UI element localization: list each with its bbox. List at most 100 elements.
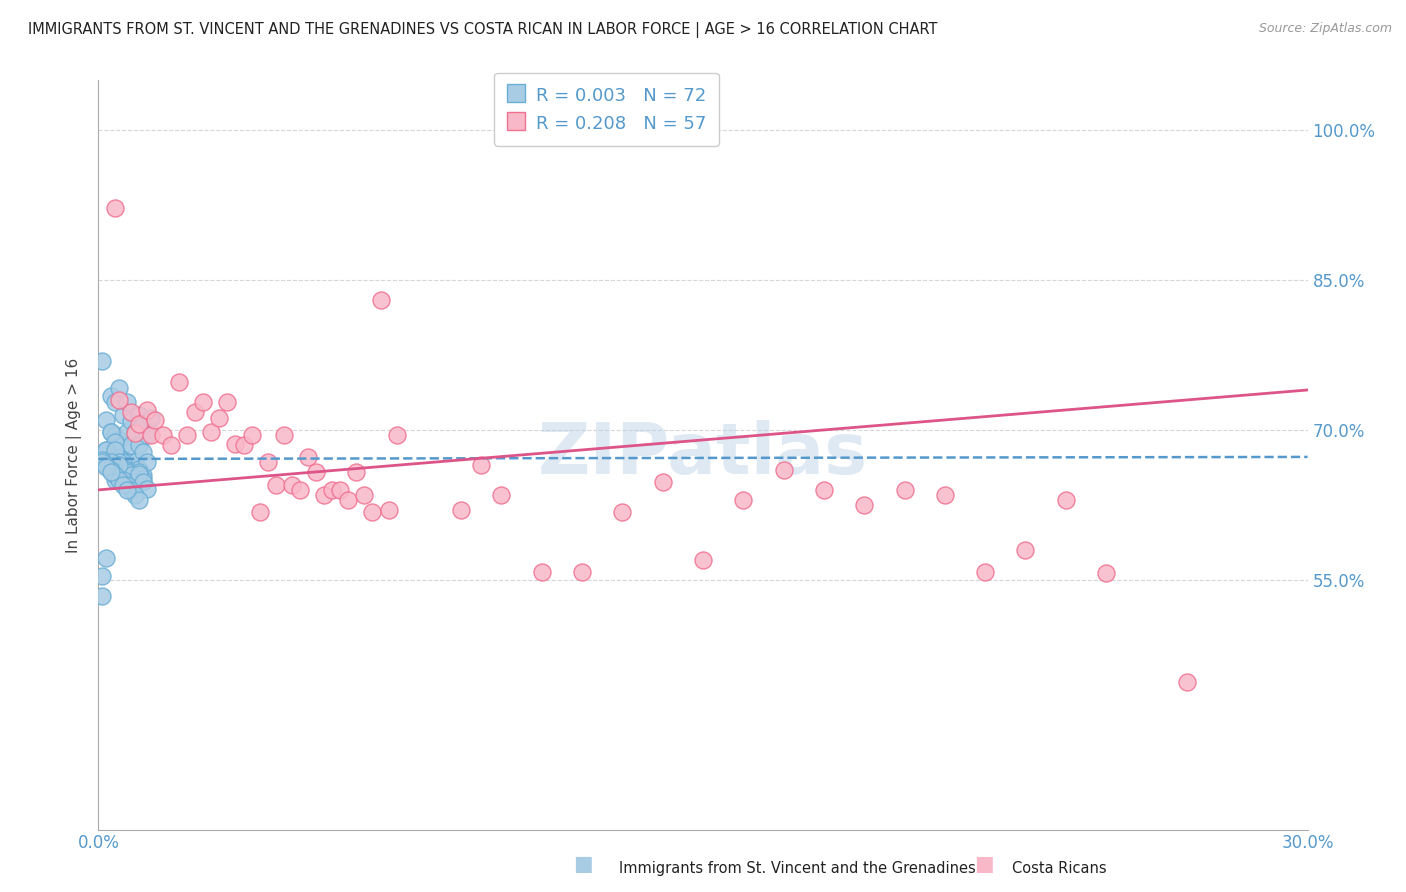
Point <box>103 428 125 442</box>
Point <box>103 395 125 409</box>
Text: Costa Ricans: Costa Ricans <box>1012 861 1107 876</box>
Point <box>111 461 134 475</box>
Point <box>124 425 146 439</box>
Point <box>100 450 122 465</box>
Point <box>152 428 174 442</box>
Point <box>132 467 155 482</box>
Text: ■: ■ <box>974 855 994 874</box>
Point <box>353 488 375 502</box>
Point <box>107 473 129 487</box>
Y-axis label: In Labor Force | Age > 16: In Labor Force | Age > 16 <box>66 358 83 552</box>
Point <box>143 413 166 427</box>
Point <box>893 483 915 497</box>
Text: IMMIGRANTS FROM ST. VINCENT AND THE GRENADINES VS COSTA RICAN IN LABOR FORCE | A: IMMIGRANTS FROM ST. VINCENT AND THE GREN… <box>28 22 938 38</box>
Point <box>208 411 231 425</box>
Point <box>273 428 295 442</box>
Legend: R = 0.003   N = 72, R = 0.208   N = 57: R = 0.003 N = 72, R = 0.208 N = 57 <box>494 73 718 145</box>
Point <box>107 450 129 465</box>
Point <box>193 395 215 409</box>
Point <box>115 483 138 497</box>
Point <box>128 438 150 452</box>
Point <box>107 455 129 469</box>
Point <box>111 438 134 452</box>
Point <box>184 405 207 419</box>
Point <box>124 455 146 469</box>
Point <box>120 467 142 482</box>
Point <box>128 492 150 507</box>
Point <box>103 467 125 482</box>
Point <box>115 463 138 477</box>
Point <box>128 408 150 422</box>
Point <box>249 505 271 519</box>
Point <box>139 428 162 442</box>
Point <box>772 463 794 477</box>
Text: ■: ■ <box>574 855 593 874</box>
Point <box>96 442 118 457</box>
Point <box>115 455 138 469</box>
Point <box>96 550 118 565</box>
Point <box>100 465 122 479</box>
Point <box>612 505 634 519</box>
Point <box>100 389 122 403</box>
Point <box>100 453 122 467</box>
Point <box>314 488 336 502</box>
Point <box>91 589 114 603</box>
Point <box>470 458 492 472</box>
Point <box>120 414 142 428</box>
Point <box>217 395 239 409</box>
Point <box>128 417 150 431</box>
Point <box>135 428 157 442</box>
Point <box>100 425 122 439</box>
Point <box>103 473 125 487</box>
Point <box>256 455 278 469</box>
Point <box>132 445 155 459</box>
Point <box>491 488 513 502</box>
Point <box>100 455 122 469</box>
Point <box>103 442 125 457</box>
Point <box>853 498 876 512</box>
Point <box>124 475 146 489</box>
Point <box>128 465 150 479</box>
Point <box>100 425 122 439</box>
Point <box>107 381 129 395</box>
Point <box>1054 492 1077 507</box>
Point <box>139 411 162 425</box>
Point <box>111 478 134 492</box>
Point <box>111 408 134 422</box>
Point <box>571 565 593 579</box>
Point <box>91 569 114 583</box>
Point <box>651 475 673 489</box>
Point <box>530 565 553 579</box>
Point <box>120 459 142 474</box>
Point <box>132 475 155 489</box>
Point <box>934 488 956 502</box>
Point <box>107 433 129 447</box>
Point <box>450 503 472 517</box>
Point <box>344 465 367 479</box>
Point <box>692 553 714 567</box>
Point <box>200 425 222 439</box>
Point <box>115 395 138 409</box>
Point <box>124 475 146 489</box>
Point <box>107 455 129 469</box>
Point <box>132 417 155 432</box>
Point <box>115 425 138 439</box>
Point <box>128 462 150 476</box>
Point <box>160 438 183 452</box>
Point <box>974 565 997 579</box>
Point <box>176 428 198 442</box>
Point <box>264 478 287 492</box>
Text: Immigrants from St. Vincent and the Grenadines: Immigrants from St. Vincent and the Gren… <box>619 861 976 876</box>
Point <box>107 458 129 472</box>
Point <box>733 492 755 507</box>
Point <box>361 505 384 519</box>
Point <box>370 293 392 307</box>
Point <box>297 450 319 464</box>
Point <box>91 453 114 467</box>
Point <box>240 428 263 442</box>
Point <box>385 428 408 442</box>
Point <box>813 483 835 497</box>
Point <box>224 437 246 451</box>
Point <box>115 478 138 492</box>
Point <box>281 478 304 492</box>
